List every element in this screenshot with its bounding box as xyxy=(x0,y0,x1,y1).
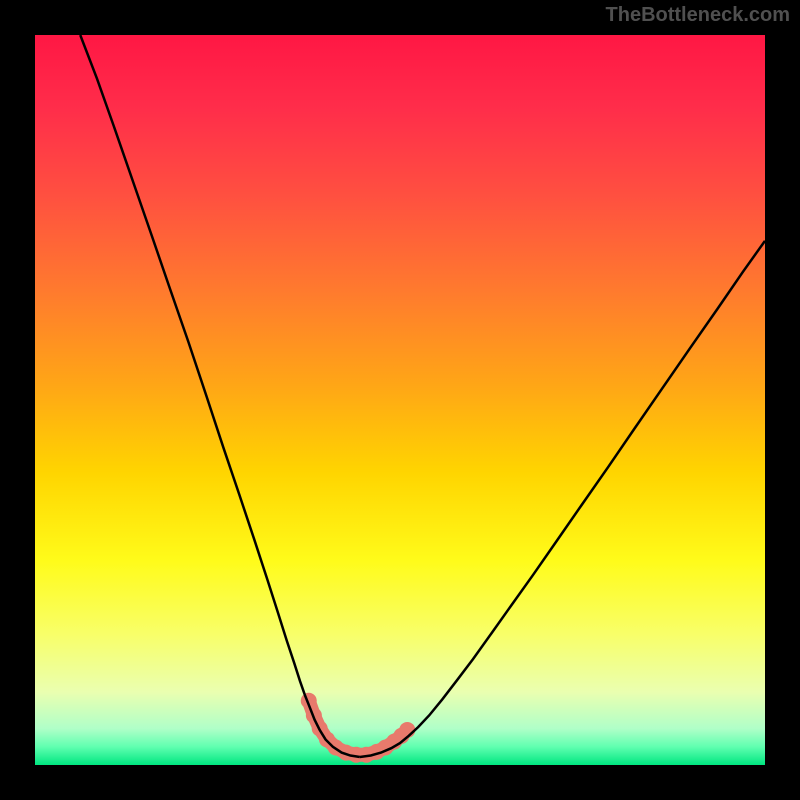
chart-overlay xyxy=(35,35,765,765)
performance-curve-left xyxy=(80,35,360,757)
plot-area xyxy=(35,35,765,765)
performance-curve-right xyxy=(360,241,765,757)
watermark-text: TheBottleneck.com xyxy=(606,4,790,27)
